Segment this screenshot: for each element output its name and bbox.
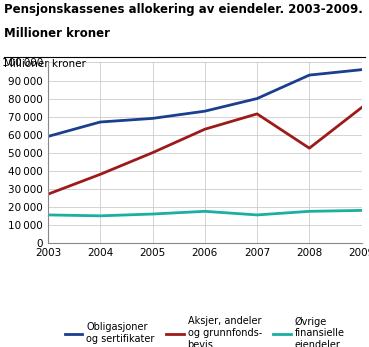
Text: Pensjonskassenes allokering av eiendeler. 2003-2009.: Pensjonskassenes allokering av eiendeler… [4,3,363,16]
Text: Millioner kroner: Millioner kroner [4,59,86,69]
Text: Millioner kroner: Millioner kroner [4,27,110,40]
Legend: Obligasjoner
og sertifikater, Aksjer, andeler
og grunnfonds-
bevis, Øvrige
finan: Obligasjoner og sertifikater, Aksjer, an… [65,316,345,347]
